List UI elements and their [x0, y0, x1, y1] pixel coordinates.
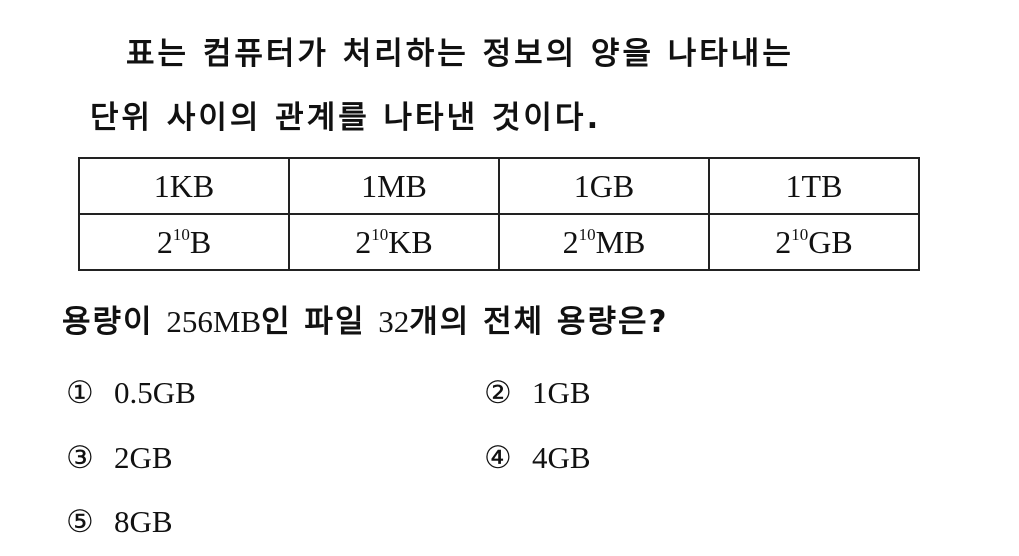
choice-4[interactable]: ④ 4GB — [484, 436, 591, 480]
power-exponent: 10 — [791, 224, 809, 244]
power-exponent: 10 — [172, 224, 190, 244]
question-text: 용량이 256MB인 파일 32개의 전체 용량은? — [62, 296, 668, 348]
table-row-units: 1KB 1MB 1GB 1TB — [78, 157, 920, 215]
intro-line-1: 표는 컴퓨터가 처리하는 정보의 양을 나타내는 — [126, 36, 794, 72]
choice-value: 4GB — [532, 440, 591, 475]
choice-value: 2GB — [114, 440, 173, 475]
intro-line-2: 단위 사이의 관계를 나타낸 것이다. — [90, 100, 602, 136]
power-base: 2 — [775, 223, 792, 260]
intro-text: 표는 컴퓨터가 처리하는 정보의 양을 나타내는 단위 사이의 관계를 나타낸 … — [70, 22, 950, 150]
choice-3[interactable]: ③ 2GB — [66, 436, 173, 480]
choice-1[interactable]: ① 0.5GB — [66, 371, 196, 415]
power-unit: MB — [595, 223, 646, 260]
question-file-count: 32 — [378, 304, 410, 339]
unit-relation-table: 1KB 1MB 1GB 1TB 210B 210KB 210MB 210GB — [78, 157, 920, 271]
power-exponent: 10 — [371, 224, 389, 244]
table-cell-gb-equivalent: 210MB — [498, 213, 710, 271]
choice-marker: ④ — [484, 440, 512, 475]
power-unit: B — [189, 223, 212, 260]
table-row-equivalents: 210B 210KB 210MB 210GB — [78, 213, 920, 271]
power-exponent: 10 — [578, 224, 596, 244]
table-cell-kb-equivalent: 210B — [78, 213, 290, 271]
power-base: 2 — [562, 223, 579, 260]
table-cell-gb: 1GB — [498, 157, 710, 215]
table-cell-mb-equivalent: 210KB — [288, 213, 500, 271]
choice-value: 1GB — [532, 375, 591, 410]
power-base: 2 — [355, 223, 372, 260]
question-part-2: 인 파일 — [261, 304, 366, 340]
question-part-1: 용량이 — [62, 304, 154, 340]
table-cell-tb: 1TB — [708, 157, 920, 215]
choice-marker: ② — [484, 375, 512, 410]
table-cell-mb: 1MB — [288, 157, 500, 215]
power-unit: KB — [388, 223, 433, 260]
power-base: 2 — [156, 223, 173, 260]
table-cell-kb: 1KB — [78, 157, 290, 215]
choice-marker: ⑤ — [66, 504, 94, 539]
choice-5[interactable]: ⑤ 8GB — [66, 500, 173, 544]
question-file-size: 256MB — [166, 304, 262, 339]
choice-marker: ③ — [66, 440, 94, 475]
choice-2[interactable]: ② 1GB — [484, 371, 591, 415]
choice-marker: ① — [66, 375, 94, 410]
power-unit: GB — [808, 223, 853, 260]
choice-value: 0.5GB — [114, 375, 196, 410]
table-cell-tb-equivalent: 210GB — [708, 213, 920, 271]
choice-value: 8GB — [114, 504, 173, 539]
question-part-3: 개의 전체 용량은? — [409, 304, 669, 340]
